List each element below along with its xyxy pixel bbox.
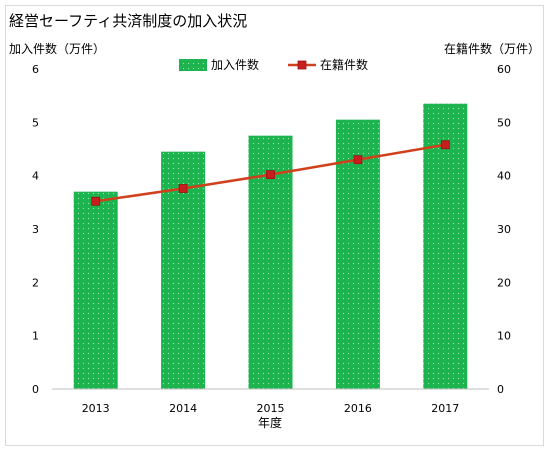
x-tick-label: 2014 (169, 402, 197, 415)
bar-2017 (423, 103, 468, 390)
legend-line-marker (297, 60, 307, 70)
chart: 経営セーフティ共済制度の加入状況 加入件数（万件） 在籍件数（万件） 加入件数 … (9, 12, 540, 430)
x-axis-ticks: 2013 2014 2015 2016 2017 (82, 402, 460, 415)
bar-2013 (73, 191, 118, 389)
bar-series (73, 103, 468, 390)
x-tick-label: 2017 (431, 402, 459, 415)
left-axis-ticks: 0 1 2 3 4 5 6 (32, 63, 39, 396)
left-tick-label: 5 (32, 116, 39, 129)
line-point-2015 (266, 170, 275, 180)
right-tick-label: 10 (497, 330, 511, 343)
left-tick-label: 1 (32, 330, 39, 343)
right-tick-label: 20 (497, 276, 511, 289)
line-point-2017 (440, 140, 450, 150)
legend-bar-swatch (179, 59, 207, 71)
chart-title: 経営セーフティ共済制度の加入状況 (9, 12, 247, 30)
line-point-2014 (178, 184, 188, 193)
line-series (91, 140, 450, 206)
x-tick-label: 2013 (82, 402, 110, 415)
right-tick-label: 50 (497, 116, 511, 129)
legend-bar-label: 加入件数 (211, 57, 259, 72)
x-tick-label: 2016 (344, 402, 372, 415)
legend-line-label: 在籍件数 (320, 57, 368, 72)
left-tick-label: 3 (32, 223, 39, 236)
left-axis-title: 加入件数（万件） (9, 41, 105, 56)
left-tick-label: 2 (32, 276, 39, 289)
line-point-2016 (353, 155, 363, 165)
left-tick-label: 6 (32, 63, 39, 76)
x-axis-title: 年度 (258, 415, 282, 430)
left-tick-label: 4 (32, 170, 39, 183)
right-tick-label: 60 (497, 63, 511, 76)
x-tick-label: 2015 (257, 402, 285, 415)
right-tick-label: 30 (497, 223, 511, 236)
right-axis-title: 在籍件数（万件） (444, 41, 540, 56)
right-tick-label: 40 (497, 170, 511, 183)
left-tick-label: 0 (32, 383, 39, 396)
bar-2016 (335, 119, 380, 390)
legend: 加入件数 在籍件数 (179, 57, 368, 72)
right-axis-ticks: 0 10 20 30 40 50 60 (497, 63, 511, 396)
line-point-2013 (91, 196, 101, 206)
chart-frame: 経営セーフティ共済制度の加入状況 加入件数（万件） 在籍件数（万件） 加入件数 … (5, 5, 544, 446)
right-tick-label: 0 (497, 383, 504, 396)
